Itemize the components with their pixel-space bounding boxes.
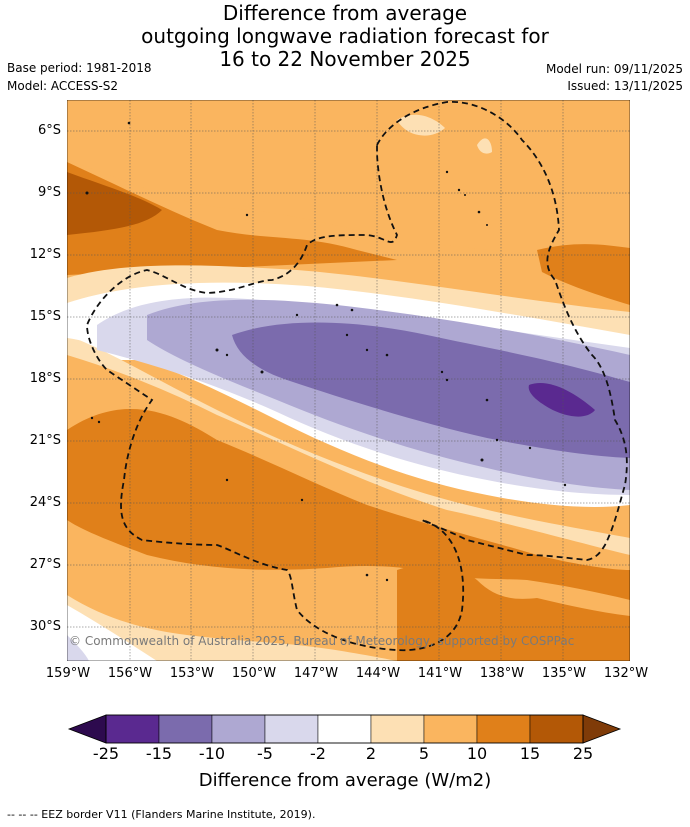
lon-label-147w: 147°W xyxy=(293,666,339,681)
colorbar-cell xyxy=(264,714,319,744)
contour-2-5-small-patch xyxy=(477,138,492,154)
colorbar-cell xyxy=(158,714,213,744)
contour-2-5-southwest xyxy=(67,595,397,661)
colorbar-tick-label: 10 xyxy=(466,744,488,763)
lat-label-21s: 21°S xyxy=(29,433,61,448)
colorbar-high-extend xyxy=(582,714,622,744)
lat-label-9s: 9°S xyxy=(37,185,61,200)
title-line-2: outgoing longwave radiation forecast for xyxy=(141,24,549,48)
colorbar-cell xyxy=(211,714,266,744)
lon-label-135w: 135°W xyxy=(541,666,587,681)
contour-10-15-south xyxy=(67,408,630,600)
model-run-date: Model run: 09/11/2025 xyxy=(545,62,683,76)
eez-border xyxy=(86,101,628,652)
colorbar xyxy=(67,714,622,744)
colorbar-tick-label: 5 xyxy=(418,744,430,763)
lon-label-141w: 141°W xyxy=(417,666,463,681)
lat-label-27s: 27°S xyxy=(29,557,61,572)
title-line-3: 16 to 22 November 2025 xyxy=(219,47,471,71)
colorbar-tick-label: -15 xyxy=(145,744,173,763)
lon-label-153w: 153°W xyxy=(169,666,215,681)
lat-label-24s: 24°S xyxy=(29,495,61,510)
colorbar-cell xyxy=(370,714,425,744)
model-name: Model: ACCESS-S2 xyxy=(7,79,119,93)
colorbar-tick-label: -5 xyxy=(257,744,273,763)
colorbar-tick-label: -2 xyxy=(310,744,326,763)
colorbar-low-extend xyxy=(67,714,107,744)
colorbar-cell xyxy=(317,714,372,744)
title-line-1: Difference from average xyxy=(222,1,468,25)
lat-label-15s: 15°S xyxy=(29,309,61,324)
contour-2-5-north-patch xyxy=(397,114,445,136)
contour-15-25-northwest xyxy=(67,172,162,235)
olr-anomaly-map xyxy=(67,100,630,661)
gridlines xyxy=(67,100,630,661)
contour-10-15-northwest xyxy=(67,162,397,275)
lon-label-144w: 144°W xyxy=(355,666,401,681)
islands xyxy=(85,121,567,582)
base-period: Base period: 1981-2018 xyxy=(7,61,152,75)
colorbar-frame xyxy=(105,714,584,744)
lat-label-18s: 18°S xyxy=(29,371,61,386)
copyright-notice: © Commonwealth of Australia 2025, Bureau… xyxy=(69,634,575,648)
contour-neg10-neg15 xyxy=(232,322,630,458)
contour-10-15-northeast xyxy=(537,244,630,305)
lon-label-156w: 156°W xyxy=(107,666,153,681)
colorbar-tick-label: -25 xyxy=(92,744,120,763)
colorbar-tick-label: 2 xyxy=(365,744,377,763)
eez-border-note: -- -- -- EEZ border V11 (Flanders Marine… xyxy=(7,808,316,821)
contour-neg15-neg25 xyxy=(528,382,595,417)
colorbar-tick-label: 25 xyxy=(572,744,594,763)
contour-10-15-southeast xyxy=(397,564,630,661)
colorbar-cell xyxy=(476,714,531,744)
colorbar-cell xyxy=(423,714,478,744)
lon-label-132w: 132°W xyxy=(603,666,649,681)
contour-neutral-southwest xyxy=(67,605,157,661)
colorbar-title: Difference from average (W/m2) xyxy=(198,770,492,791)
lat-label-12s: 12°S xyxy=(29,247,61,262)
lat-label-6s: 6°S xyxy=(37,123,61,138)
lat-label-30s: 30°S xyxy=(29,619,61,634)
colorbar-cell xyxy=(529,714,584,744)
issued-date: Issued: 13/11/2025 xyxy=(567,79,683,93)
colorbar-tick-label: -10 xyxy=(198,744,226,763)
lon-label-150w: 150°W xyxy=(231,666,277,681)
colorbar-cell xyxy=(105,714,160,744)
lon-label-159w: 159°W xyxy=(45,666,91,681)
lon-label-138w: 138°W xyxy=(479,666,525,681)
colorbar-tick-label: 15 xyxy=(519,744,541,763)
contour-neg-southwest xyxy=(67,635,89,661)
